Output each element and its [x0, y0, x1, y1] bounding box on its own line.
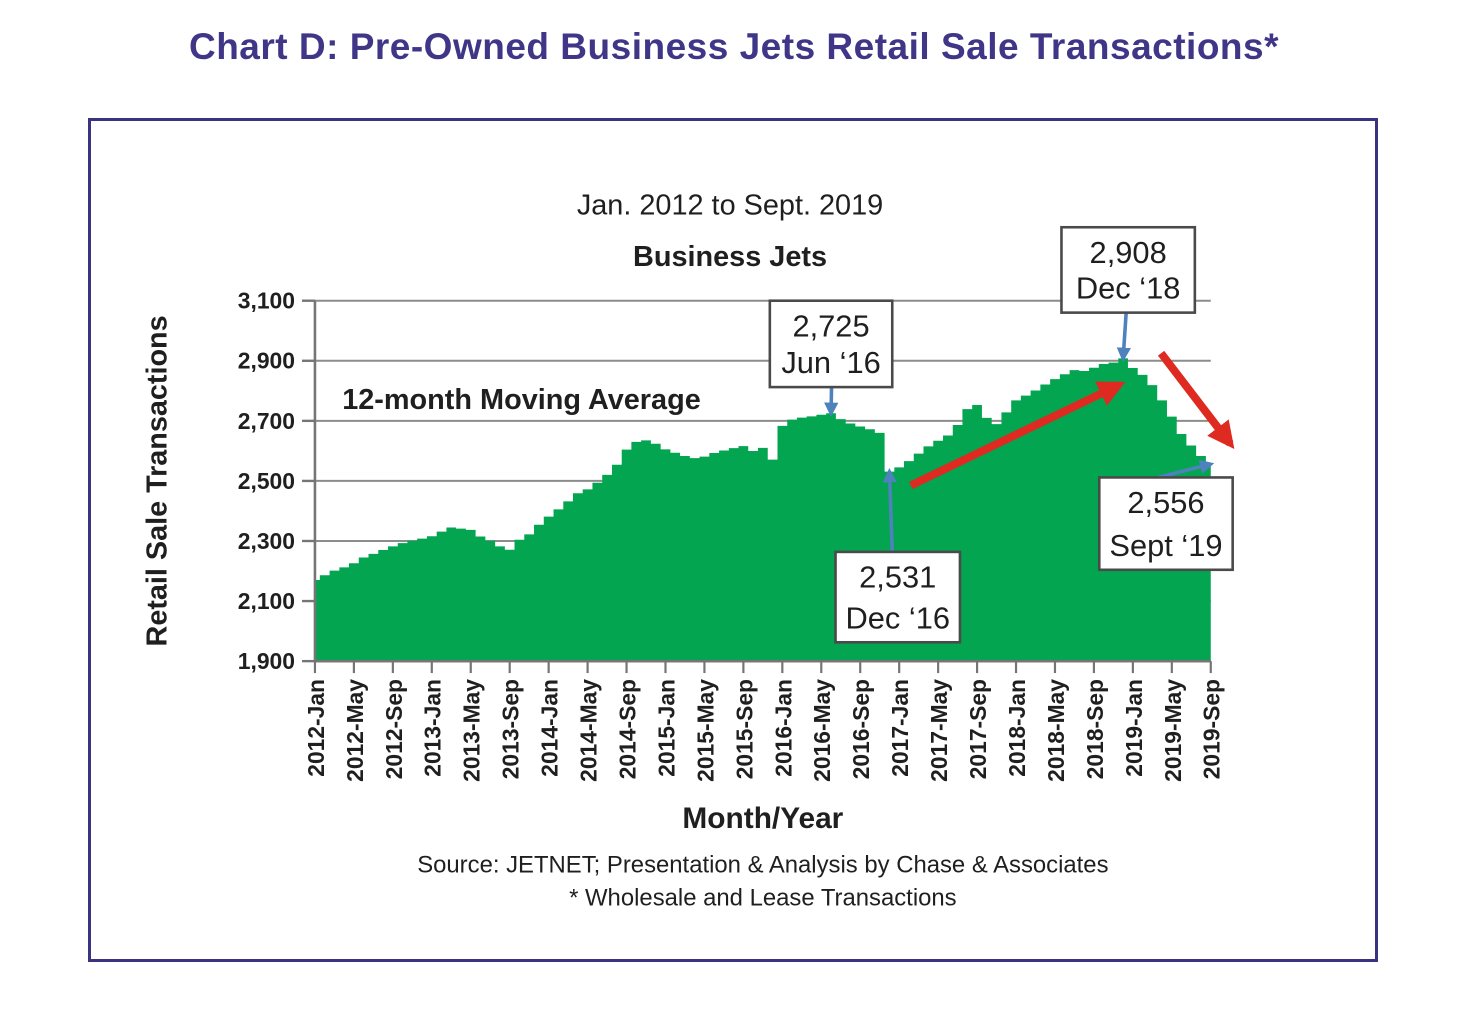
x-tick-label: 2018-Jan: [1004, 679, 1030, 777]
callout-box: [768, 299, 894, 389]
callout-value: 2,556: [1127, 485, 1204, 520]
page-title: Chart D: Pre-Owned Business Jets Retail …: [188, 26, 1280, 67]
callout-box: [1097, 476, 1234, 572]
callout-pointer-arrow: [824, 387, 839, 417]
y-tick-label: 2,300: [238, 528, 295, 554]
callout-date: Sept ‘19: [1109, 528, 1222, 563]
x-tick-label: 2019-Jan: [1121, 679, 1147, 777]
annotation-callout: 2,556 Sept ‘19: [1097, 459, 1234, 572]
y-tick-label: 3,100: [238, 288, 295, 314]
callout-date: Dec ‘16: [845, 600, 950, 635]
callout-value: 2,725: [792, 308, 869, 343]
footnote-wholesale-lease: * Wholesale and Lease Transactions: [569, 884, 957, 911]
chart-title: Business Jets: [633, 241, 827, 273]
x-axis-labels: 2012-Jan 2012-May 2012-Sep 2013-Jan 2013-May…: [303, 661, 1225, 782]
moving-average-area: [314, 358, 1211, 662]
callout-value: 2,531: [859, 560, 936, 595]
y-axis-title: Retail Sale Transactions: [142, 315, 174, 646]
x-tick-label: 2015-Sep: [731, 679, 757, 779]
y-tick-label: 2,700: [238, 408, 295, 434]
x-tick-label: 2015-May: [692, 679, 718, 782]
x-axis-title: Month/Year: [682, 802, 843, 835]
x-tick-label: 2016-May: [809, 679, 835, 782]
x-tick-label: 2019-Sep: [1199, 679, 1225, 779]
x-tick-label: 2018-May: [1043, 679, 1069, 782]
x-tick-label: 2013-Sep: [498, 679, 524, 779]
trend-arrow-down: [1157, 350, 1235, 450]
y-tick-label: 2,500: [238, 468, 295, 494]
x-tick-label: 2017-Jan: [887, 679, 913, 777]
x-tick-label: 2014-Sep: [614, 679, 640, 779]
x-tick-label: 2015-Jan: [653, 679, 679, 777]
callout-date: Jun ‘16: [781, 345, 880, 380]
callout-pointer-arrow: [1116, 312, 1131, 362]
y-tick-label: 2,100: [238, 588, 295, 614]
y-tick-label: 2,900: [238, 348, 295, 374]
callout-date: Dec ‘18: [1076, 271, 1181, 306]
chart-frame: 3,100 2,900 2,700 2,500 2,300 2,100 1,900 2012-…: [88, 118, 1378, 962]
x-tick-label: 2017-Sep: [965, 679, 991, 779]
x-tick-label: 2019-May: [1160, 679, 1186, 782]
x-tick-label: 2016-Jan: [770, 679, 796, 777]
trend-arrow-up: [909, 381, 1126, 490]
x-tick-label: 2014-May: [576, 679, 602, 782]
callout-box: [834, 550, 962, 644]
x-tick-label: 2018-Sep: [1082, 679, 1108, 779]
x-tick-label: 2016-Sep: [848, 679, 874, 779]
x-tick-label: 2013-Jan: [420, 679, 446, 777]
x-tick-label: 2012-Sep: [381, 679, 407, 779]
x-tick-label: 2012-Jan: [303, 679, 329, 777]
callout-value: 2,908: [1090, 235, 1167, 270]
x-tick-label: 2014-Jan: [537, 679, 563, 777]
chart-subtitle-daterange: Jan. 2012 to Sept. 2019: [577, 189, 883, 221]
series-label: 12-month Moving Average: [342, 384, 701, 416]
source-note: Source: JETNET; Presentation & Analysis …: [417, 852, 1108, 879]
callout-pointer-arrow: [1157, 459, 1215, 480]
x-tick-label: 2012-May: [342, 679, 368, 782]
x-tick-label: 2017-May: [926, 679, 952, 782]
annotation-callout: 2,531 Dec ‘16: [834, 468, 962, 644]
x-tick-label: 2013-May: [459, 679, 485, 782]
y-tick-label: 1,900: [238, 648, 295, 674]
business-jets-chart: 3,100 2,900 2,700 2,500 2,300 2,100 1,900 2012-…: [142, 189, 1235, 911]
callout-pointer-arrow: [882, 468, 897, 552]
callout-box: [1060, 225, 1197, 314]
